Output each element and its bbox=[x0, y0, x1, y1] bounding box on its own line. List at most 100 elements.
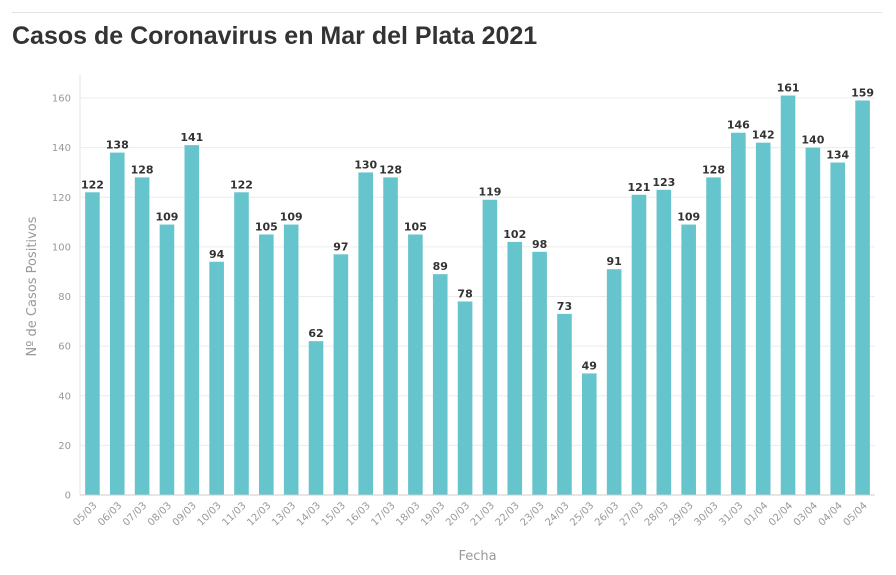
data-label: 89 bbox=[433, 260, 448, 273]
data-label: 128 bbox=[379, 163, 402, 176]
y-tick-label: 120 bbox=[52, 193, 71, 204]
data-label: 105 bbox=[255, 220, 278, 233]
bar bbox=[309, 341, 324, 495]
data-label: 97 bbox=[333, 240, 348, 253]
x-tick-label: 31/03 bbox=[717, 500, 745, 528]
data-label: 123 bbox=[652, 176, 675, 189]
y-axis-ticks: 0 20 40 60 80 100 120 140 160 bbox=[52, 94, 71, 502]
bar bbox=[483, 200, 498, 495]
x-tick-label: 15/03 bbox=[320, 500, 348, 528]
bar bbox=[607, 269, 622, 495]
data-label: 161 bbox=[777, 82, 800, 95]
x-axis-ticks: 05/0306/0307/0308/0309/0310/0311/0312/03… bbox=[71, 500, 869, 528]
y-tick-label: 140 bbox=[52, 143, 71, 154]
x-tick-label: 11/03 bbox=[220, 500, 248, 528]
data-label: 141 bbox=[180, 131, 203, 144]
bar bbox=[657, 190, 672, 495]
bar bbox=[706, 177, 721, 495]
data-label: 119 bbox=[478, 186, 501, 199]
bar bbox=[135, 177, 150, 495]
x-tick-label: 02/04 bbox=[767, 500, 795, 528]
bar bbox=[582, 373, 597, 495]
data-label: 142 bbox=[752, 129, 775, 142]
x-tick-label: 01/04 bbox=[742, 500, 770, 528]
data-label: 105 bbox=[404, 220, 427, 233]
x-tick-label: 18/03 bbox=[394, 500, 422, 528]
y-tick-label: 40 bbox=[58, 391, 71, 402]
data-label: 98 bbox=[532, 238, 547, 251]
bars bbox=[85, 96, 870, 495]
bar-chart: 020406080100120140160 122138128109141941… bbox=[0, 0, 896, 575]
x-tick-label: 14/03 bbox=[295, 500, 323, 528]
bar bbox=[408, 234, 423, 495]
y-tick-label: 100 bbox=[52, 242, 71, 253]
bar bbox=[632, 195, 647, 495]
x-tick-label: 23/03 bbox=[519, 500, 547, 528]
data-label: 78 bbox=[457, 287, 472, 300]
x-tick-label: 28/03 bbox=[643, 500, 671, 528]
data-label: 62 bbox=[308, 327, 323, 340]
x-tick-label: 13/03 bbox=[270, 500, 298, 528]
data-label: 94 bbox=[209, 248, 225, 261]
bar bbox=[160, 225, 175, 495]
x-tick-label: 10/03 bbox=[196, 500, 224, 528]
y-tick-label: 20 bbox=[58, 441, 71, 452]
data-label: 146 bbox=[727, 119, 750, 132]
bar bbox=[209, 262, 224, 495]
x-tick-label: 30/03 bbox=[692, 500, 720, 528]
data-label: 49 bbox=[582, 359, 597, 372]
x-tick-label: 26/03 bbox=[593, 500, 621, 528]
x-tick-label: 04/04 bbox=[817, 500, 845, 528]
data-label: 122 bbox=[81, 178, 104, 191]
bar bbox=[433, 274, 448, 495]
bar bbox=[259, 234, 274, 495]
x-tick-label: 16/03 bbox=[345, 500, 373, 528]
bar bbox=[383, 177, 398, 495]
x-tick-label: 20/03 bbox=[444, 500, 472, 528]
x-tick-label: 19/03 bbox=[419, 500, 447, 528]
bar bbox=[110, 153, 125, 495]
bar bbox=[458, 301, 473, 495]
data-labels: 122138128109141941221051096297130 1281058… bbox=[81, 82, 874, 373]
bar bbox=[284, 225, 299, 495]
x-tick-label: 12/03 bbox=[245, 500, 273, 528]
data-label: 130 bbox=[354, 158, 377, 171]
y-tick-label: 0 bbox=[65, 491, 71, 502]
bar bbox=[855, 100, 870, 495]
x-tick-label: 17/03 bbox=[370, 500, 398, 528]
x-tick-label: 08/03 bbox=[146, 500, 174, 528]
bar bbox=[557, 314, 572, 495]
bar bbox=[358, 172, 373, 495]
y-tick-label: 160 bbox=[52, 94, 71, 105]
x-axis-label: Fecha bbox=[458, 549, 496, 564]
data-label: 109 bbox=[677, 211, 700, 224]
y-axis-label: Nº de Casos Positivos bbox=[25, 216, 40, 356]
bar bbox=[532, 252, 547, 495]
data-label: 121 bbox=[628, 181, 651, 194]
x-tick-label: 09/03 bbox=[171, 500, 199, 528]
data-label: 122 bbox=[230, 178, 253, 191]
x-tick-label: 07/03 bbox=[121, 500, 149, 528]
x-tick-label: 06/03 bbox=[96, 500, 124, 528]
x-tick-label: 05/04 bbox=[842, 500, 870, 528]
data-label: 134 bbox=[826, 149, 849, 162]
bar bbox=[334, 254, 349, 495]
bar bbox=[781, 96, 796, 495]
data-label: 109 bbox=[155, 211, 178, 224]
bar bbox=[756, 143, 771, 495]
data-label: 73 bbox=[557, 300, 572, 313]
x-tick-label: 05/03 bbox=[71, 500, 99, 528]
bar bbox=[184, 145, 199, 495]
data-label: 91 bbox=[606, 255, 621, 268]
x-tick-label: 24/03 bbox=[543, 500, 571, 528]
bar bbox=[234, 192, 249, 495]
data-label: 109 bbox=[280, 211, 303, 224]
x-tick-label: 03/04 bbox=[792, 500, 820, 528]
x-tick-label: 29/03 bbox=[668, 500, 696, 528]
data-label: 159 bbox=[851, 86, 874, 99]
bar bbox=[85, 192, 100, 495]
bar bbox=[731, 133, 746, 495]
x-tick-label: 21/03 bbox=[469, 500, 497, 528]
y-tick-label: 80 bbox=[58, 292, 71, 303]
bar bbox=[806, 148, 821, 495]
